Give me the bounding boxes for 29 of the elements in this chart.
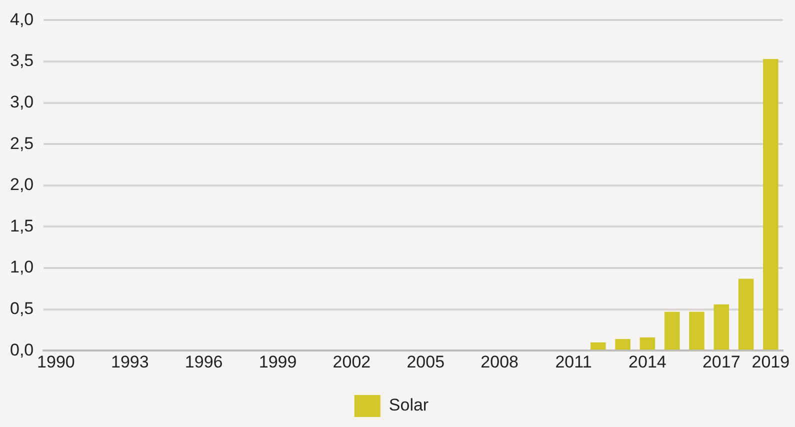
bar — [640, 337, 656, 350]
legend-label: Solar — [388, 396, 429, 415]
x-tick-label: 2011 — [555, 352, 592, 372]
bar — [738, 278, 754, 350]
bar — [763, 59, 778, 350]
y-tick-label: 3,5 — [10, 51, 34, 70]
y-tick-label: 1,5 — [10, 216, 34, 236]
y-tick-label: 2,5 — [10, 134, 34, 153]
y-tick-label: 1,0 — [10, 258, 34, 277]
bar — [689, 312, 704, 350]
x-tick-label: 2008 — [480, 352, 518, 372]
x-tick-label: 2017 — [702, 352, 740, 372]
bar — [590, 342, 606, 350]
x-tick-label: 2014 — [628, 352, 666, 372]
bar — [615, 339, 630, 350]
x-tick-label: 2002 — [332, 352, 371, 372]
x-tick-label: 1993 — [110, 352, 149, 372]
y-tick-label: 3,0 — [10, 92, 34, 112]
y-tick-label: 2,0 — [10, 175, 34, 194]
x-tick-label: 1996 — [184, 352, 223, 372]
y-tick-label: 0,0 — [10, 340, 34, 360]
x-tick-label: 1990 — [37, 352, 75, 372]
bar — [664, 312, 680, 350]
x-tick-label: 2005 — [406, 352, 445, 372]
y-tick-label: 4,0 — [10, 10, 34, 29]
bar — [714, 304, 730, 350]
x-tick-label: 1999 — [258, 352, 297, 372]
y-tick-label: 0,5 — [10, 298, 34, 318]
x-tick-label: 2019 — [752, 352, 790, 372]
